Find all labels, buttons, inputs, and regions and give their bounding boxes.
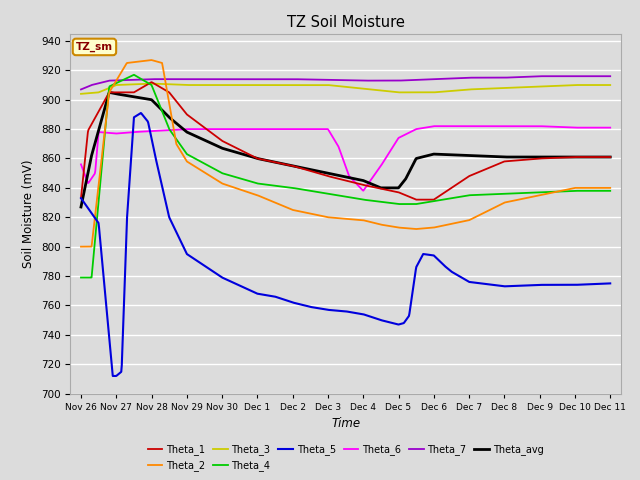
Theta_6: [442, 123, 449, 129]
Theta_2: [490, 205, 498, 211]
Title: TZ Soil Moisture: TZ Soil Moisture: [287, 15, 404, 30]
Y-axis label: Soil Moisture (mV): Soil Moisture (mV): [22, 159, 35, 268]
Theta_3: [490, 85, 498, 91]
Theta_6: [430, 123, 438, 129]
Theta_3: [148, 81, 156, 86]
Theta_5: [442, 264, 449, 270]
Theta_7: [606, 73, 614, 79]
Line: Theta_2: Theta_2: [81, 60, 610, 247]
Theta_avg: [132, 94, 140, 100]
Theta_avg: [500, 154, 508, 160]
Theta_5: [137, 110, 145, 116]
Theta_6: [360, 188, 367, 193]
Theta_1: [500, 158, 508, 164]
Theta_3: [441, 89, 449, 95]
Theta_avg: [311, 168, 319, 173]
Theta_6: [291, 126, 299, 132]
Theta_1: [413, 197, 420, 203]
Theta_3: [131, 82, 139, 87]
Legend: Theta_1, Theta_2, Theta_3, Theta_4, Theta_5, Theta_6, Theta_7, Theta_avg: Theta_1, Theta_2, Theta_3, Theta_4, Thet…: [144, 441, 547, 475]
Theta_6: [310, 126, 318, 132]
Theta_4: [500, 191, 508, 197]
Theta_4: [441, 196, 449, 202]
Theta_7: [440, 76, 448, 82]
Theta_avg: [441, 152, 449, 157]
Theta_7: [536, 73, 543, 79]
Theta_1: [292, 164, 300, 169]
Theta_5: [606, 280, 614, 286]
Text: TZ_sm: TZ_sm: [76, 42, 113, 52]
Theta_1: [148, 79, 156, 85]
Theta_5: [500, 284, 508, 289]
Line: Theta_4: Theta_4: [81, 75, 610, 277]
Theta_2: [292, 208, 300, 214]
Theta_6: [500, 123, 508, 129]
Theta_1: [606, 154, 614, 160]
Theta_1: [491, 163, 499, 168]
Theta_3: [311, 82, 319, 88]
Theta_7: [499, 75, 507, 81]
Theta_2: [131, 59, 139, 65]
Theta_avg: [77, 204, 85, 210]
Theta_5: [77, 195, 85, 201]
Theta_2: [441, 222, 449, 228]
Line: Theta_3: Theta_3: [81, 84, 610, 94]
X-axis label: Time: Time: [331, 417, 360, 430]
Theta_3: [606, 82, 614, 88]
Theta_2: [500, 200, 508, 206]
Theta_6: [491, 123, 499, 129]
Theta_1: [442, 189, 449, 195]
Line: Theta_1: Theta_1: [81, 82, 610, 200]
Theta_avg: [106, 90, 113, 96]
Theta_1: [131, 89, 139, 95]
Theta_2: [148, 57, 156, 63]
Theta_3: [292, 82, 300, 88]
Theta_1: [77, 195, 85, 201]
Line: Theta_avg: Theta_avg: [81, 93, 610, 207]
Theta_2: [311, 212, 319, 217]
Theta_4: [490, 192, 498, 197]
Theta_5: [292, 300, 300, 306]
Theta_7: [490, 75, 497, 81]
Theta_5: [311, 305, 319, 311]
Theta_1: [311, 169, 319, 175]
Theta_7: [77, 86, 85, 92]
Theta_5: [109, 373, 116, 379]
Theta_5: [132, 113, 140, 119]
Theta_3: [500, 85, 508, 91]
Theta_avg: [606, 154, 614, 160]
Theta_6: [131, 129, 139, 135]
Theta_2: [77, 244, 85, 250]
Theta_avg: [292, 164, 300, 169]
Theta_2: [606, 185, 614, 191]
Theta_7: [291, 76, 299, 82]
Line: Theta_6: Theta_6: [81, 126, 610, 191]
Theta_avg: [490, 154, 498, 159]
Theta_4: [77, 275, 85, 280]
Theta_4: [130, 72, 138, 78]
Theta_4: [606, 188, 614, 194]
Theta_4: [292, 185, 300, 191]
Theta_5: [491, 282, 499, 288]
Theta_7: [131, 77, 139, 83]
Theta_4: [311, 189, 319, 194]
Line: Theta_7: Theta_7: [81, 76, 610, 89]
Theta_6: [77, 161, 85, 167]
Line: Theta_5: Theta_5: [81, 113, 610, 376]
Theta_6: [606, 125, 614, 131]
Theta_3: [77, 91, 85, 97]
Theta_7: [310, 77, 318, 83]
Theta_4: [132, 73, 140, 79]
